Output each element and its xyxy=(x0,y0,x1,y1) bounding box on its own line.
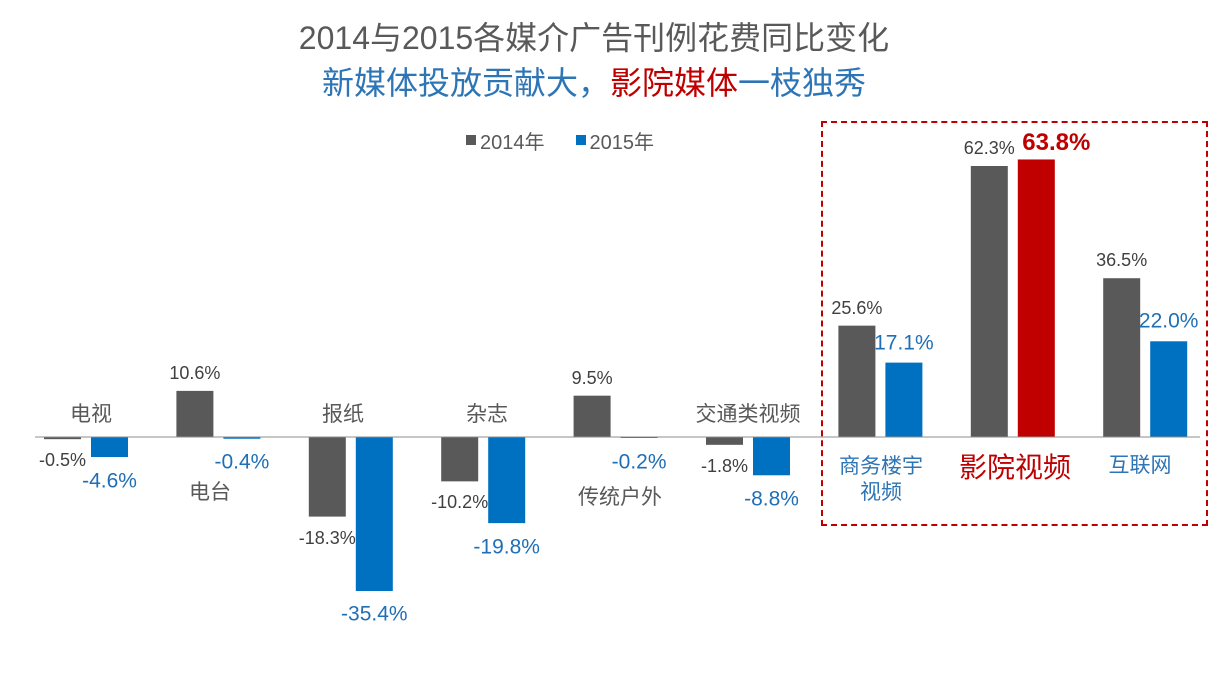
bar-2014-magazine xyxy=(441,437,479,482)
category-label-office-building-video: 商务楼宇视频 xyxy=(839,455,923,504)
bars-group xyxy=(44,159,1188,591)
data-label-2014-radio: 10.6% xyxy=(169,362,221,383)
data-label-2014-magazine: -10.2% xyxy=(431,492,489,513)
data-label-2014-office-building-video: 25.6% xyxy=(831,297,883,318)
category-label-radio: 电台 xyxy=(189,481,231,504)
subtitle-part-cinema-media: 影院媒体 xyxy=(609,65,739,101)
category-label-outdoor: 传统户外 xyxy=(578,486,662,509)
legend-item-2014: 2014年 xyxy=(466,126,545,155)
bar-2015-tv xyxy=(91,437,128,458)
chart-subtitle: 新媒体投放贡献大，影院媒体一枝独秀 xyxy=(322,64,866,102)
bar-2014-radio xyxy=(176,390,214,437)
data-label-2015-newspaper: -35.4% xyxy=(341,602,408,626)
category-label-newspaper: 报纸 xyxy=(322,403,364,426)
data-label-2015-office-building-video: 17.1% xyxy=(874,331,934,355)
data-label-2015-magazine: -19.8% xyxy=(473,535,540,559)
bar-2014-office-building-video xyxy=(838,325,876,437)
data-label-2014-newspaper: -18.3% xyxy=(298,527,356,548)
data-label-2014-tv: -0.5% xyxy=(38,450,87,471)
category-label-cinema-video: 影院视频 xyxy=(958,452,1072,483)
bar-2015-transit-video xyxy=(753,437,790,476)
highlight-box xyxy=(821,121,1208,526)
legend-label-2014: 2014年 xyxy=(480,131,545,154)
bar-2014-cinema-video xyxy=(970,165,1008,437)
legend-label-2015: 2015年 xyxy=(589,131,655,154)
bar-2015-office-building-video xyxy=(885,362,923,437)
data-label-2015-outdoor: -0.2% xyxy=(611,450,667,473)
data-label-2015-cinema-video: 63.8% xyxy=(1022,129,1091,157)
bar-2014-newspaper xyxy=(308,437,346,517)
bar-2015-magazine xyxy=(488,437,526,524)
legend: 2014年 2015年 xyxy=(466,126,685,155)
bar-2015-radio xyxy=(223,437,261,439)
legend-swatch-2015 xyxy=(575,135,586,145)
data-label-2015-transit-video: -8.8% xyxy=(744,487,799,511)
category-label-transit-video: 交通类视频 xyxy=(695,403,801,426)
data-label-2014-internet: 36.5% xyxy=(1096,250,1148,271)
data-label-2014-transit-video: -1.8% xyxy=(700,455,749,476)
legend-swatch-2014 xyxy=(466,135,476,145)
category-label-tv: 电视 xyxy=(70,403,112,426)
data-label-2014-cinema-video: 62.3% xyxy=(963,137,1015,158)
subtitle-part-outstanding: 一枝独秀 xyxy=(738,65,867,101)
category-label-internet: 互联网 xyxy=(1108,454,1172,477)
data-label-2015-tv: -4.6% xyxy=(82,469,137,492)
data-label-2015-internet: 22.0% xyxy=(1138,309,1199,333)
bar-2014-tv xyxy=(44,437,81,440)
legend-item-2015: 2015年 xyxy=(575,126,655,155)
bar-2014-outdoor xyxy=(573,395,611,437)
bar-2015-cinema-video xyxy=(1017,159,1055,437)
data-label-2015-radio: -0.4% xyxy=(214,450,270,474)
bar-2015-internet xyxy=(1150,341,1188,437)
subtitle-part-new-media: 新媒体投放贡献大， xyxy=(321,65,610,101)
chart-title: 2014与2015各媒介广告刊例花费同比变化 xyxy=(298,20,890,56)
bar-2015-newspaper xyxy=(355,437,393,591)
bar-2014-transit-video xyxy=(706,437,743,445)
data-label-2014-outdoor: 9.5% xyxy=(571,367,613,388)
category-label-magazine: 杂志 xyxy=(466,403,508,426)
bar-2014-internet xyxy=(1103,278,1141,437)
